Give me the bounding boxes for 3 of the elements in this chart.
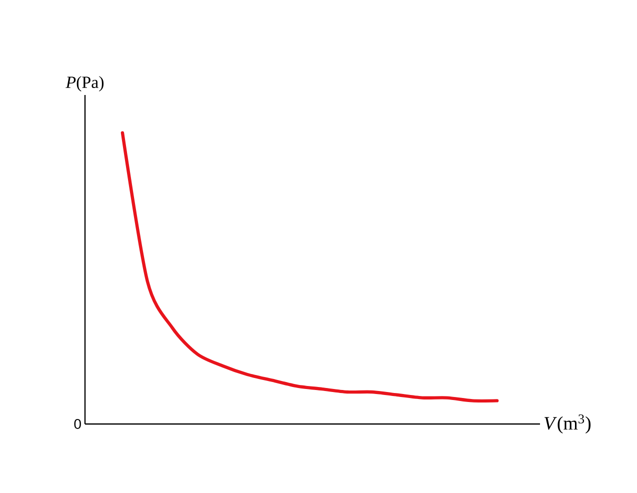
text: 0 bbox=[74, 419, 81, 429]
y-axis-title: P(Pa) bbox=[66, 76, 104, 92]
x-axis-title: V(m$^{3}$) bbox=[544, 414, 591, 434]
